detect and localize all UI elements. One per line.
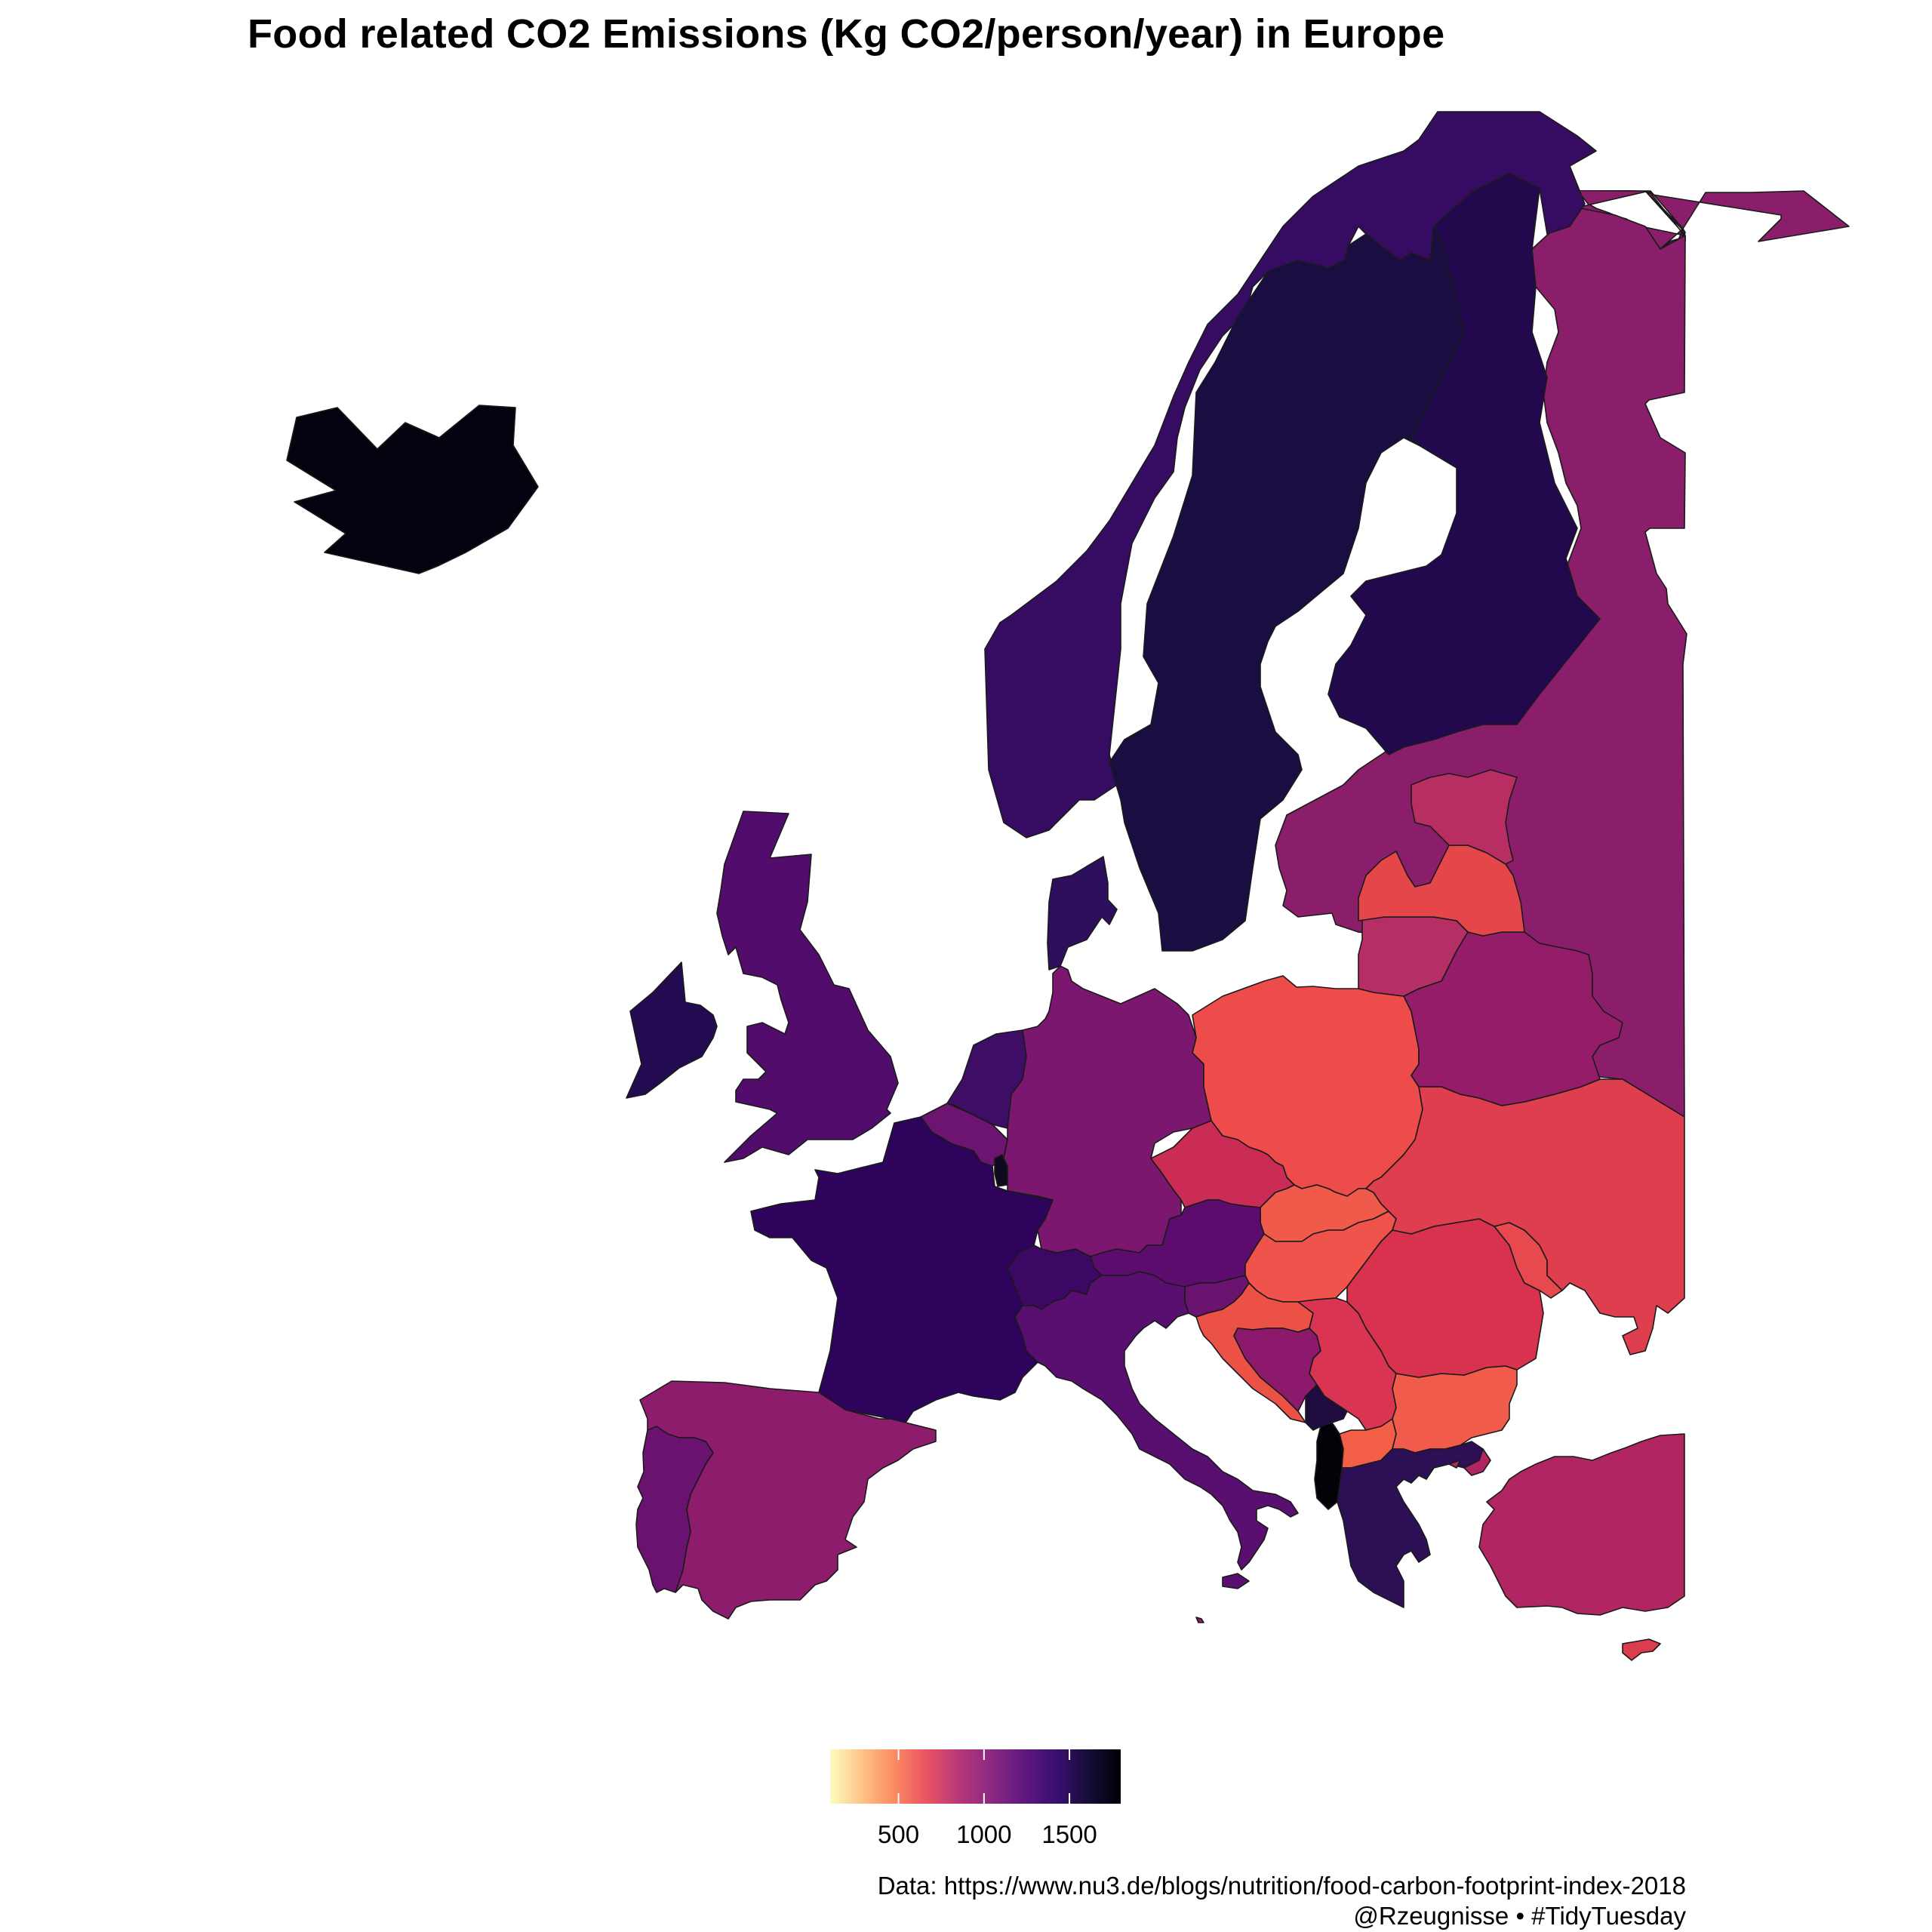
country-finland [1327,173,1601,755]
data-source-caption: Data: https://www.nu3.de/blogs/nutrition… [877,1872,1686,1900]
country-uk [716,811,899,1163]
country-greece [1337,1441,1484,1608]
country-bulgaria [1392,1365,1518,1454]
country-denmark [1047,856,1118,971]
author-caption: @Rzeugnisse • #TidyTuesday [1353,1902,1686,1930]
country-iceland [286,405,539,574]
color-legend-bar [830,1749,1121,1804]
country-malta [1195,1617,1204,1623]
country-italy [1014,1271,1299,1589]
country-portugal [635,1426,714,1593]
legend-tick-label: 1000 [956,1820,1012,1848]
country-cyprus [1622,1638,1661,1661]
country-turkey [1448,1433,1685,1616]
country-montenegro [1305,1384,1348,1431]
map-title: Food related CO2 Emissions (Kg CO2/perso… [248,11,1445,57]
legend-tick-label: 1500 [1041,1820,1097,1848]
country-ireland [626,961,718,1099]
country-france [750,1116,1054,1423]
legend-tick-label: 500 [878,1820,920,1848]
country-estonia [1411,769,1518,865]
